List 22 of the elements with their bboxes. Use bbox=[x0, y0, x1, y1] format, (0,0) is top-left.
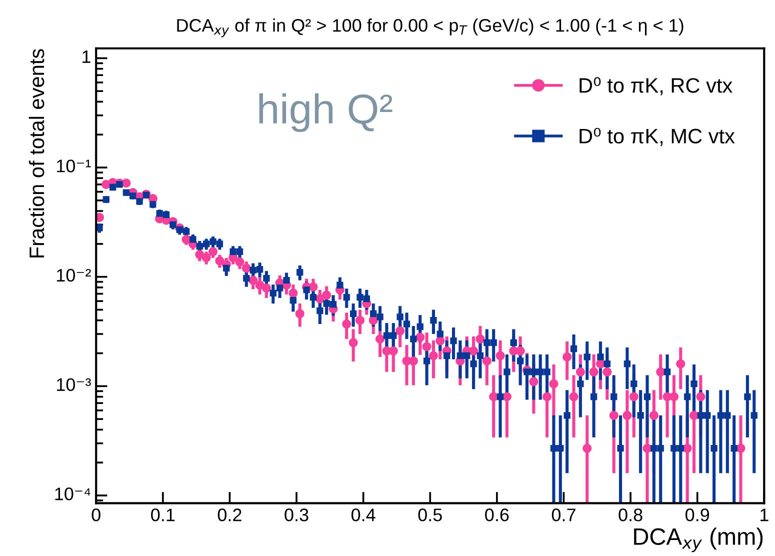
x-tick-label: 0.2 bbox=[218, 508, 242, 522]
legend-label: D⁰ to πK, MC vtx bbox=[580, 128, 735, 146]
x-tick-label: 0.9 bbox=[686, 508, 710, 522]
x-tick-label: 1 bbox=[760, 508, 768, 522]
y-tick-label: 10⁻³ bbox=[56, 378, 91, 391]
x-axis-title: DCA$_{xy}$ (mm) bbox=[634, 528, 763, 552]
x-tick-label: 0.7 bbox=[552, 508, 576, 522]
chart-title: DCA$_{xy}$ of π in Q² > 100 for 0.00 < p$_{T}$ (GeV/c) < 1.00 (-1 < η < 1) bbox=[177, 18, 684, 38]
x-tick-label: 0.8 bbox=[618, 508, 642, 522]
y-tick-label: 1 bbox=[82, 50, 90, 63]
annotation: high Q² bbox=[259, 93, 392, 132]
y-axis-title: Fraction of total events bbox=[28, 49, 44, 258]
x-tick-label: 0.4 bbox=[351, 508, 376, 522]
legend-label: D⁰ to πK, RC vtx bbox=[580, 77, 732, 96]
x-tick-label: 0 bbox=[92, 508, 100, 522]
x-tick-label: 0.1 bbox=[151, 508, 175, 522]
x-tick-label: 0.6 bbox=[485, 508, 509, 522]
y-tick-label: 10⁻⁴ bbox=[55, 488, 90, 500]
y-tick-label: 10⁻² bbox=[56, 268, 91, 282]
y-tick-label: 10⁻¹ bbox=[56, 160, 91, 172]
x-tick-label: 0.5 bbox=[418, 508, 442, 522]
x-tick-label: 0.3 bbox=[284, 508, 308, 522]
